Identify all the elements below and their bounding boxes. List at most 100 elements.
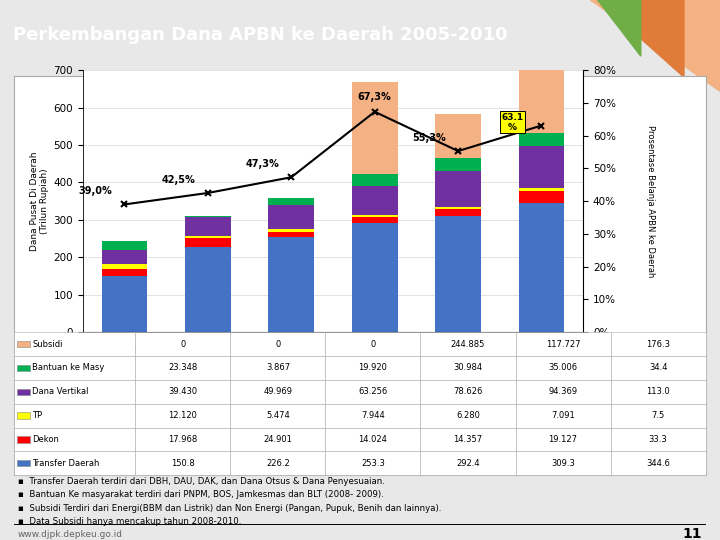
Bar [102, 265, 148, 269]
Text: ▪  Subsidi Terdiri dari Energi(BBM dan Listrik) dan Non Energi (Pangan, Pupuk, B: ▪ Subsidi Terdiri dari Energi(BBM dan Li… [17, 504, 441, 513]
Bar [17, 389, 30, 395]
Bar [420, 380, 516, 403]
Text: 23.348: 23.348 [168, 363, 197, 373]
Text: 94.369: 94.369 [549, 387, 577, 396]
Text: 12.120: 12.120 [168, 411, 197, 420]
Text: 49.969: 49.969 [264, 387, 292, 396]
Bar [102, 269, 148, 276]
Bar [435, 171, 481, 207]
Bar [516, 404, 611, 428]
Text: 7.091: 7.091 [552, 411, 575, 420]
Bar [325, 428, 420, 451]
Text: 11: 11 [683, 528, 702, 540]
Bar [14, 332, 135, 356]
Bar [611, 404, 706, 428]
Bar [230, 356, 325, 380]
Text: 24.901: 24.901 [264, 435, 292, 444]
Bar [230, 404, 325, 428]
Text: 19.920: 19.920 [359, 363, 387, 373]
Text: 33.3: 33.3 [649, 435, 667, 444]
Bar [135, 451, 230, 475]
Text: 117.727: 117.727 [546, 340, 580, 348]
Bar [17, 341, 30, 347]
Text: 17.968: 17.968 [168, 435, 197, 444]
Bar [518, 203, 564, 332]
Y-axis label: Prosentase Belanja APBN ke Daerah: Prosentase Belanja APBN ke Daerah [646, 125, 654, 278]
Bar [420, 451, 516, 475]
Bar [17, 436, 30, 443]
Bar [420, 356, 516, 380]
Text: 6.280: 6.280 [456, 411, 480, 420]
Text: 244.885: 244.885 [451, 340, 485, 348]
Bar [352, 222, 397, 332]
Text: Subsidi: Subsidi [32, 340, 63, 348]
Text: 47,3%: 47,3% [246, 159, 279, 169]
Text: 0: 0 [180, 340, 186, 348]
Bar [230, 428, 325, 451]
Text: ▪  Data Subsidi hanya mencakup tahun 2008-2010.: ▪ Data Subsidi hanya mencakup tahun 2008… [17, 517, 241, 526]
Text: 113.0: 113.0 [647, 387, 670, 396]
Text: Dana Vertikal: Dana Vertikal [32, 387, 89, 396]
Text: 309.3: 309.3 [551, 459, 575, 468]
Bar [420, 332, 516, 356]
Bar [269, 237, 314, 332]
Bar [435, 158, 481, 171]
Bar [611, 332, 706, 356]
Bar [352, 186, 397, 215]
Bar [14, 380, 135, 403]
Text: 226.2: 226.2 [266, 459, 289, 468]
Bar [516, 356, 611, 380]
Text: Transfer Daerah: Transfer Daerah [32, 459, 100, 468]
Text: 78.626: 78.626 [454, 387, 482, 396]
Bar [325, 332, 420, 356]
Bar [269, 205, 314, 229]
Text: 19.127: 19.127 [549, 435, 577, 444]
Y-axis label: Dana Pusat Di Daerah
(Trilun Rupiah): Dana Pusat Di Daerah (Trilun Rupiah) [30, 151, 49, 251]
Text: 5.474: 5.474 [266, 411, 289, 420]
Bar [102, 241, 148, 249]
Bar [14, 404, 135, 428]
Text: 39,0%: 39,0% [78, 186, 112, 196]
Bar [269, 232, 314, 237]
Text: 292.4: 292.4 [456, 459, 480, 468]
Text: 0: 0 [370, 340, 376, 348]
Text: 39.430: 39.430 [168, 387, 197, 396]
Text: 344.6: 344.6 [646, 459, 670, 468]
Text: Bantuan ke Masy: Bantuan ke Masy [32, 363, 104, 373]
Text: 63.1
%: 63.1 % [501, 112, 523, 132]
Bar [516, 428, 611, 451]
Bar [420, 404, 516, 428]
Bar [611, 356, 706, 380]
Bar [325, 380, 420, 403]
Polygon shape [590, 0, 720, 91]
Bar [269, 229, 314, 232]
Bar [325, 356, 420, 380]
Bar [230, 451, 325, 475]
Text: www.djpk.depkeu.go.id: www.djpk.depkeu.go.id [18, 530, 123, 539]
Bar [518, 67, 564, 133]
Bar [230, 332, 325, 356]
Bar [611, 451, 706, 475]
Text: 30.984: 30.984 [454, 363, 482, 373]
Text: 7.944: 7.944 [361, 411, 384, 420]
Bar [435, 217, 481, 332]
Bar [325, 451, 420, 475]
Bar [352, 82, 397, 174]
Text: Dekon: Dekon [32, 435, 59, 444]
Bar [17, 364, 30, 371]
Bar [435, 114, 481, 158]
Text: ▪  Bantuan Ke masyarakat terdiri dari PNPM, BOS, Jamkesmas dan BLT (2008- 2009).: ▪ Bantuan Ke masyarakat terdiri dari PNP… [17, 490, 383, 500]
Bar [17, 460, 30, 467]
Bar [352, 174, 397, 186]
Bar [135, 404, 230, 428]
Bar [611, 380, 706, 403]
Bar [611, 428, 706, 451]
Bar [135, 428, 230, 451]
Text: 253.3: 253.3 [361, 459, 385, 468]
Bar [135, 332, 230, 356]
Text: 150.8: 150.8 [171, 459, 194, 468]
Text: 67,3%: 67,3% [358, 92, 392, 102]
Bar [516, 332, 611, 356]
Text: 55,3%: 55,3% [412, 133, 446, 143]
Bar [102, 249, 148, 265]
